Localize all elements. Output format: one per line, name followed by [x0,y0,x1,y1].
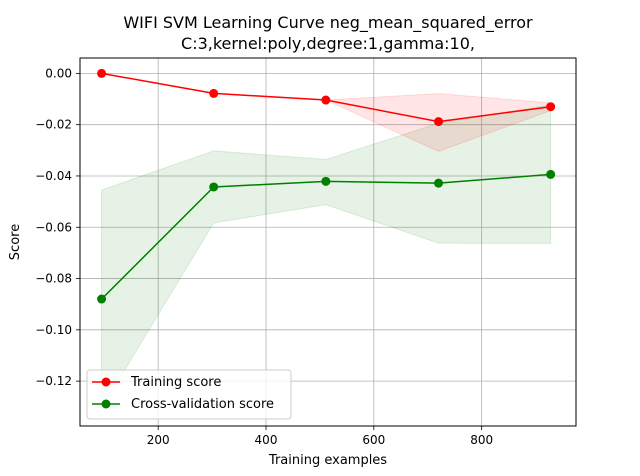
point-cross-validation [321,176,331,186]
y-axis-label: Score [8,224,23,260]
point-training [546,102,556,112]
x-tick-label: 800 [470,433,493,447]
point-training [209,88,219,98]
point-training [434,117,444,127]
legend-training-label: Training score [130,375,221,390]
x-tick-label: 400 [255,433,278,447]
point-cross-validation [209,182,219,192]
y-tick-label: −0.12 [35,374,72,388]
point-cross-validation [434,178,444,188]
plot-area-frame [79,57,577,427]
y-tick-label: −0.10 [35,323,72,337]
y-tick-label: 0.00 [45,66,72,80]
series-lines [97,68,556,304]
x-tick-label: 600 [362,433,385,447]
point-training [97,68,107,78]
point-cross-validation [97,294,107,304]
chart-title: WIFI SVM Learning Curve neg_mean_squared… [123,13,533,33]
point-training [321,95,331,105]
grid [80,58,576,426]
chart-subtitle: C:3,kernel:poly,degree:1,gamma:10, [181,34,475,53]
legend-training-marker [101,377,111,387]
legend: Training score Cross-validation score [86,369,292,420]
legend-cv-marker [101,399,111,409]
axis-ticks: 200 400 600 800 0.00 −0.02 −0.04 −0.06 −0.08 −0.1… [35,66,493,447]
point-cross-validation [546,169,556,179]
x-axis-label: Training examples [268,453,387,468]
y-tick-label: −0.08 [35,272,72,286]
y-tick-label: −0.04 [35,169,72,183]
x-tick-label: 200 [147,433,170,447]
y-tick-label: −0.06 [35,220,72,234]
y-tick-label: −0.02 [35,118,72,132]
legend-cv-label: Cross-validation score [131,397,274,412]
legend-box [86,369,292,420]
